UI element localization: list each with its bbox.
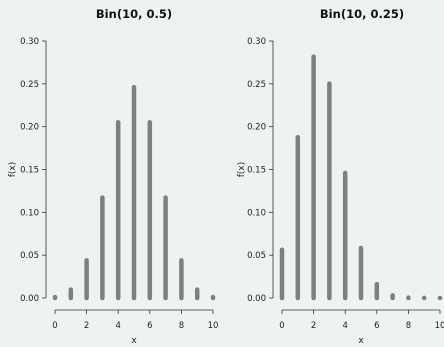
y-tick-label: 0.30 [247,37,266,47]
y-tick-label: 0.25 [20,80,39,90]
x-tick-label: 6 [147,321,152,331]
x-axis-label: x [131,336,137,346]
chart-title: Bin(10, 0.25) [320,7,404,21]
y-tick-label: 0.05 [20,251,39,261]
x-tick-label: 2 [311,321,316,331]
y-axis-label: f(x) [237,162,247,178]
y-tick-label: 0.10 [20,208,39,218]
x-tick-label: 4 [342,321,347,331]
y-tick-label: 0.15 [20,166,39,176]
x-tick-label: 10 [208,321,219,331]
x-tick-label: 0 [52,321,57,331]
x-tick-label: 2 [84,321,89,331]
y-tick-label: 0.15 [247,166,266,176]
x-axis-label: x [358,336,364,346]
y-axis-label: f(x) [8,162,18,178]
x-tick-label: 8 [406,321,411,331]
panel-binomial-left: Bin(10, 0.5) 0.00 0.05 0.10 0.15 0.20 0.25 0.30… [8,7,218,346]
x-tick-label: 8 [179,321,184,331]
chart-title: Bin(10, 0.5) [96,7,172,21]
y-tick-label: 0.30 [20,37,39,47]
y-tick-label: 0.00 [247,294,266,304]
y-tick-label: 0.00 [20,294,39,304]
y-tick-label: 0.25 [247,80,266,90]
x-tick-label: 10 [435,321,444,331]
y-tick-label: 0.05 [247,251,266,261]
y-tick-label: 0.10 [247,208,266,218]
x-tick-label: 0 [279,321,284,331]
y-tick-label: 0.20 [20,123,39,133]
x-tick-label: 6 [374,321,379,331]
x-tick-label: 4 [115,321,120,331]
y-tick-label: 0.20 [247,123,266,133]
panel-binomial-right: Bin(10, 0.25) 0.00 0.05 0.10 0.15 0.20 0.25 0.3… [237,7,444,346]
